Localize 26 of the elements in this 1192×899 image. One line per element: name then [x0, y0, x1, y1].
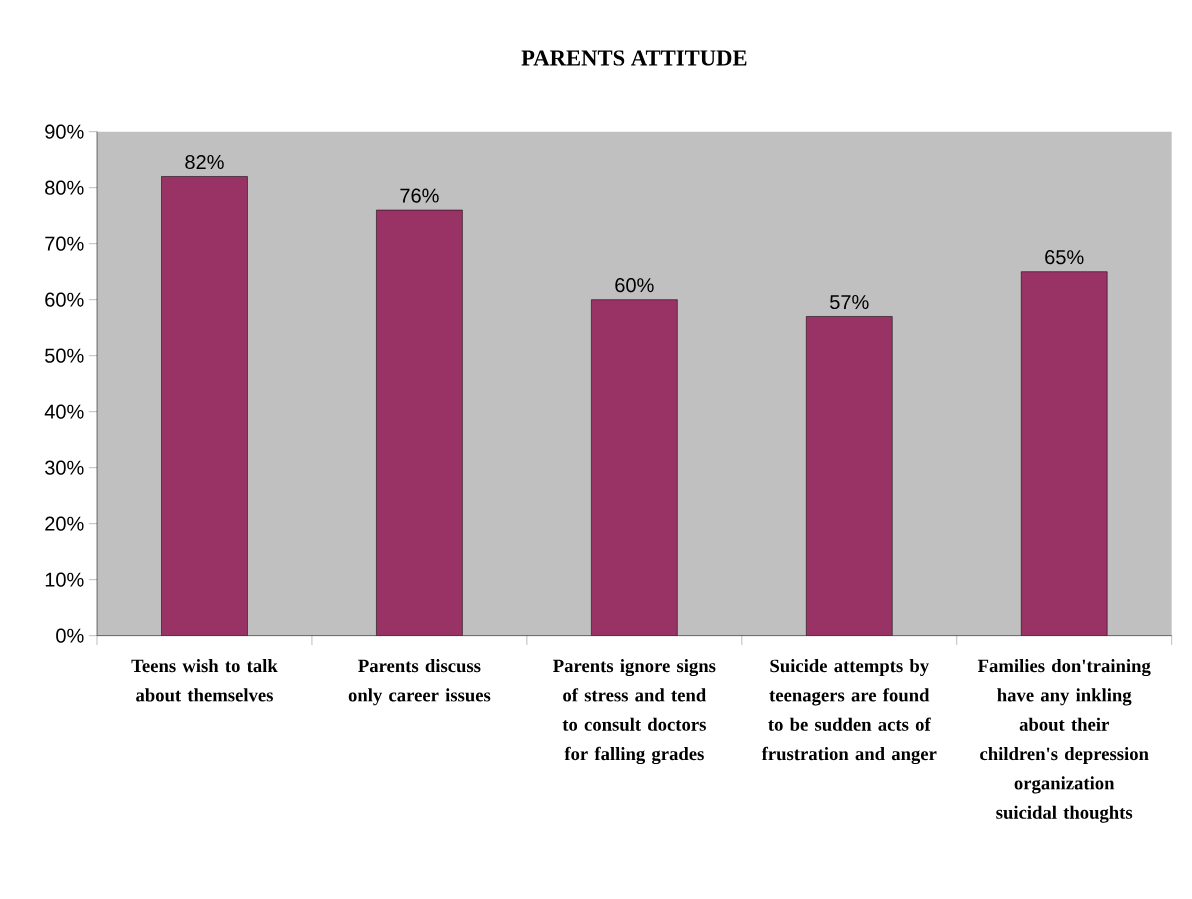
y-tick-label: 80% — [45, 180, 84, 195]
y-tick-label: 70% — [45, 236, 84, 251]
data-label: 60% — [615, 278, 654, 293]
y-tick-label: 30% — [45, 460, 84, 475]
data-label: 65% — [1045, 250, 1084, 265]
x-tick-label: Families don'training have any inkling about their children's depression organization suicidal thoughts — [977, 659, 1151, 823]
x-tick-label: Suicide attempts by teenagers are found to be sudden acts of frustration and anger — [761, 659, 937, 765]
x-tick-label: Parents ignore signs of stress and tend to consult doctors for falling grades — [553, 659, 716, 765]
x-tick-label: Parents discuss only career issues — [348, 659, 491, 706]
y-tick-label: 50% — [45, 348, 84, 363]
bar — [161, 176, 248, 636]
y-tick-label: 60% — [45, 292, 84, 307]
x-tick-label: Teens wish to talk about themselves — [131, 659, 278, 702]
bar — [1020, 271, 1108, 636]
bar — [376, 209, 463, 636]
y-tick-label: 10% — [45, 572, 84, 587]
data-label: 76% — [400, 188, 439, 203]
data-label: 57% — [830, 295, 869, 310]
bar — [591, 299, 678, 636]
y-tick-label: 40% — [44, 404, 84, 419]
y-tick-label: 20% — [45, 516, 84, 531]
y-tick-label: 90% — [45, 124, 84, 139]
data-label: 82% — [185, 155, 224, 170]
y-tick-label: 0% — [56, 628, 84, 643]
chart-title: PARENTS ATTITUDE — [521, 50, 747, 66]
bar — [806, 316, 893, 636]
